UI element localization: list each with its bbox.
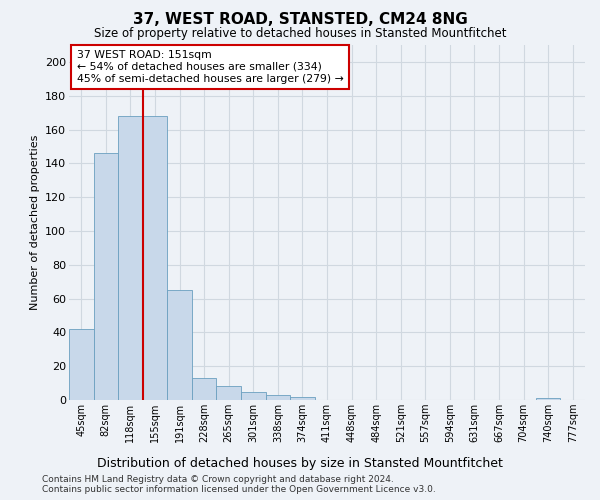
Text: Size of property relative to detached houses in Stansted Mountfitchet: Size of property relative to detached ho… [94, 28, 506, 40]
Bar [118, 116, 143, 400]
Text: Distribution of detached houses by size in Stansted Mountfitchet: Distribution of detached houses by size … [97, 458, 503, 470]
Bar [217, 386, 241, 400]
Bar [167, 290, 192, 400]
Bar [266, 395, 290, 400]
Bar [94, 153, 118, 400]
Bar [290, 396, 315, 400]
Text: Contains public sector information licensed under the Open Government Licence v3: Contains public sector information licen… [42, 485, 436, 494]
Text: Contains HM Land Registry data © Crown copyright and database right 2024.: Contains HM Land Registry data © Crown c… [42, 475, 394, 484]
Bar [241, 392, 266, 400]
Text: 37, WEST ROAD, STANSTED, CM24 8NG: 37, WEST ROAD, STANSTED, CM24 8NG [133, 12, 467, 28]
Bar [69, 329, 94, 400]
Bar [192, 378, 217, 400]
Text: 37 WEST ROAD: 151sqm
← 54% of detached houses are smaller (334)
45% of semi-deta: 37 WEST ROAD: 151sqm ← 54% of detached h… [77, 50, 343, 84]
Bar [536, 398, 560, 400]
Bar [143, 116, 167, 400]
Y-axis label: Number of detached properties: Number of detached properties [29, 135, 40, 310]
